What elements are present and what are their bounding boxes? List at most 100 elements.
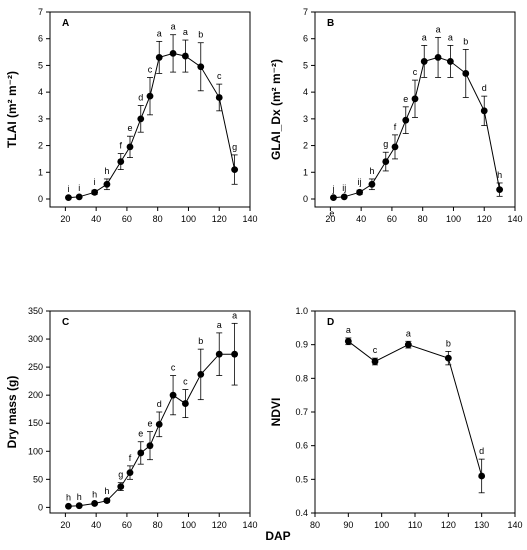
plot-frame (49, 11, 251, 208)
x-tick-label: 60 (387, 214, 397, 224)
data-point (434, 54, 442, 61)
y-tick-label: 0 (38, 194, 43, 204)
y-tick-label: 0 (38, 502, 43, 512)
x-tick-label: 100 (181, 214, 196, 224)
data-point (65, 502, 72, 510)
x-tick-label: 120 (477, 214, 492, 224)
panel-letter: D (327, 317, 334, 328)
significance-letter: i (94, 177, 96, 187)
significance-letter: a (232, 310, 237, 320)
data-point (146, 442, 154, 450)
y-tick-label: 0.9 (295, 340, 308, 350)
data-point (215, 94, 223, 101)
panel-letter: A (62, 18, 69, 29)
y-tick-label: 5 (38, 60, 43, 70)
significance-letter: j (331, 184, 334, 194)
data-point (181, 400, 189, 407)
significance-letter: c (171, 363, 176, 373)
significance-letter: b (198, 30, 203, 40)
annotation-letter: e (329, 208, 334, 218)
y-tick-label: 3 (303, 114, 308, 124)
data-point (382, 158, 390, 165)
data-point (146, 92, 154, 100)
panel-letter: B (327, 18, 334, 29)
plot-frame (49, 310, 251, 514)
significance-letter: h (66, 493, 71, 503)
significance-letter: c (413, 67, 418, 77)
x-tick-label: 60 (122, 214, 132, 224)
y-tick-label: 4 (303, 87, 308, 97)
significance-letter: a (406, 328, 411, 338)
data-point (137, 449, 145, 457)
data-point (356, 188, 364, 196)
y-axis-label: NDVI (269, 398, 283, 427)
significance-letter: c (373, 345, 378, 355)
y-axis-label: Dry mass (g) (5, 376, 19, 449)
data-point (462, 70, 470, 77)
y-tick-label: 300 (28, 334, 43, 344)
significance-letter: b (463, 36, 468, 46)
data-point (411, 95, 419, 103)
significance-letter: f (394, 122, 397, 132)
x-tick-label: 80 (310, 520, 320, 530)
y-tick-label: 0.6 (295, 441, 308, 451)
data-point (496, 186, 504, 194)
x-tick-label: 60 (122, 520, 132, 530)
panel-b: 20 40 60 80 100 120 140 0 1 2 3 4 5 6 7 B GLAI_Dx (m² m⁻… (269, 7, 523, 224)
data-point (402, 116, 410, 124)
x-tick-label: 20 (60, 214, 70, 224)
y-tick-label: 1.0 (295, 306, 308, 316)
significance-letter: h (104, 486, 109, 496)
significance-letter: a (171, 22, 176, 32)
data-point (420, 58, 428, 65)
y-axis-label: TLAI (m² m⁻²) (5, 71, 19, 148)
panel-a: 20 40 60 80 100 120 140 0 1 2 3 4 5 6 7 A TLAI (m² m⁻²) i… (5, 7, 258, 224)
x-tick-label: 120 (212, 214, 227, 224)
y-tick-label: 6 (38, 34, 43, 44)
x-tick-label: 40 (91, 520, 101, 530)
y-tick-label: 5 (303, 60, 308, 70)
data-point (117, 483, 125, 491)
y-tick-label: 6 (303, 34, 308, 44)
significance-letter: g (383, 139, 388, 149)
significance-letter: d (138, 92, 143, 102)
data-point (155, 420, 163, 428)
x-tick-label: 140 (242, 520, 257, 530)
data-point (137, 115, 145, 123)
significance-letter: a (436, 24, 441, 34)
series-line (68, 353, 235, 507)
significance-letter: d (482, 83, 487, 93)
significance-letter: e (127, 123, 132, 133)
significance-letter: a (217, 320, 222, 330)
data-point (215, 350, 223, 358)
significance-letter: a (346, 325, 351, 335)
y-tick-label: 7 (303, 7, 308, 17)
x-tick-label: 120 (441, 520, 456, 530)
data-point (155, 54, 163, 61)
y-tick-label: 3 (38, 114, 43, 124)
significance-letter: e (147, 419, 152, 429)
significance-letter: b (446, 338, 451, 348)
significance-letter: d (157, 399, 162, 409)
data-point (169, 50, 177, 57)
significance-letter: a (183, 27, 188, 37)
significance-letter: h (77, 492, 82, 502)
panel-c: 20 40 60 80 100 120 140 0 50 100 150 200 250 300 350 C D… (5, 306, 258, 530)
data-point (330, 194, 337, 202)
data-point (371, 358, 379, 365)
data-point (404, 341, 412, 349)
series-line (68, 52, 236, 199)
y-tick-label: 1 (38, 167, 43, 177)
data-point (340, 193, 348, 201)
y-tick-label: 0 (303, 194, 308, 204)
y-tick-label: 2 (38, 141, 43, 151)
x-tick-label: 80 (153, 520, 163, 530)
data-point (75, 193, 83, 201)
significance-letter: e (403, 94, 408, 104)
significance-letter: b (198, 336, 203, 346)
y-tick-label: 350 (28, 306, 43, 316)
x-tick-label: 130 (474, 520, 489, 530)
y-tick-label: 4 (38, 87, 43, 97)
significance-letter: a (422, 32, 427, 42)
significance-letter: e (138, 429, 143, 439)
